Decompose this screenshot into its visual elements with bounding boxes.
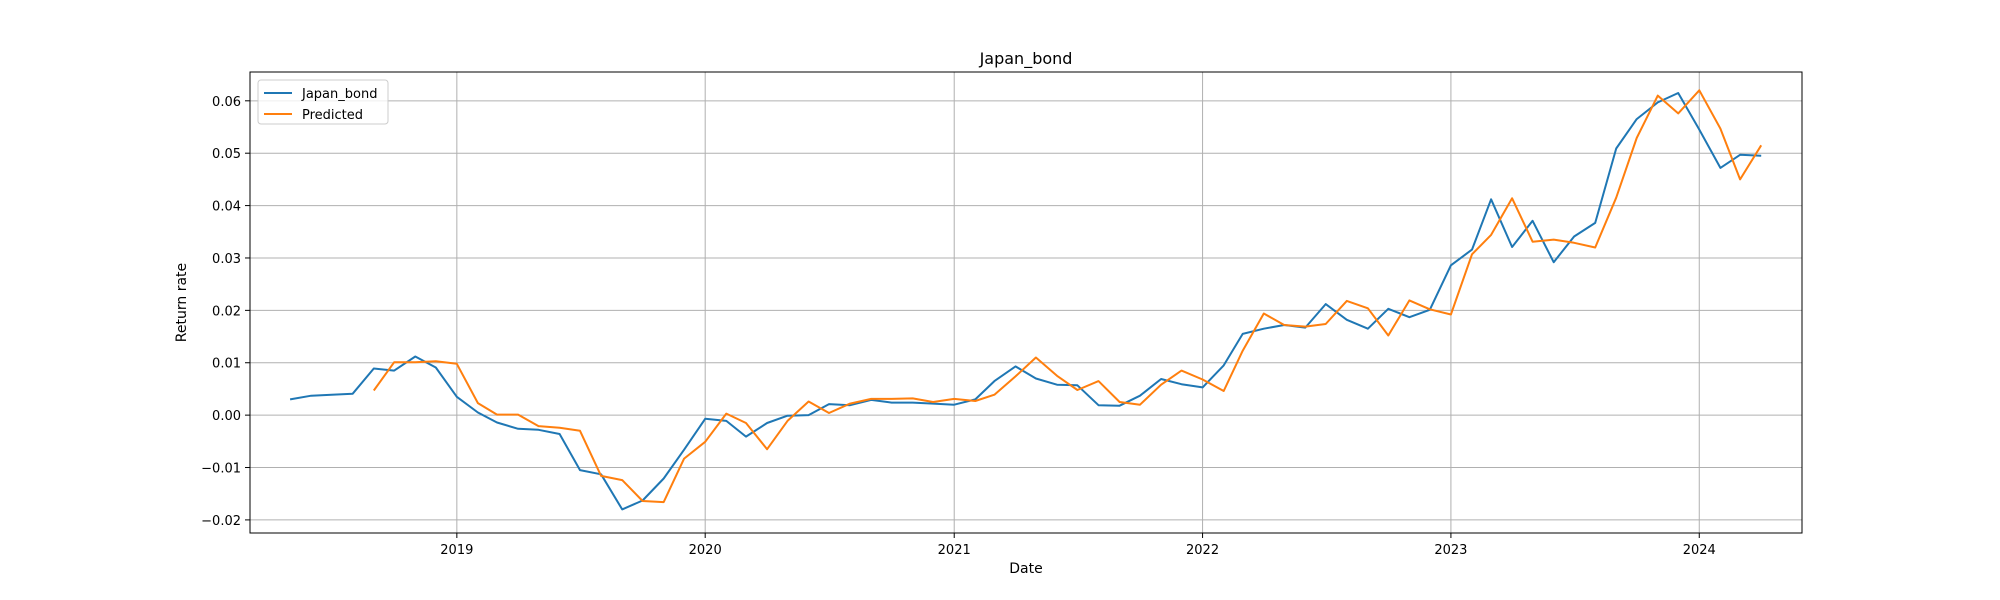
y-tick-label: 0.05 <box>212 147 241 162</box>
x-tick-label: 2021 <box>938 543 971 558</box>
legend: Japan_bond Predicted <box>257 79 389 125</box>
legend-label: Predicted <box>302 108 363 123</box>
y-tick-label: −0.01 <box>201 462 241 477</box>
y-axis-label: Return rate <box>174 263 190 342</box>
legend-label: Japan_bond <box>301 87 377 102</box>
chart-title: Japan_bond <box>979 49 1073 69</box>
axes-frame <box>249 71 1803 534</box>
series-line-predicted <box>372 89 1763 504</box>
y-axis: −0.02 −0.01 0.00 0.01 0.02 0.03 0.04 0.05 0.06 <box>201 95 250 529</box>
x-tick-label: 2020 <box>689 543 722 558</box>
y-tick-label: 0.02 <box>212 304 241 319</box>
y-tick-label: 0.01 <box>212 357 241 372</box>
y-tick-label: 0.06 <box>212 95 241 110</box>
x-tick-label: 2024 <box>1683 543 1716 558</box>
y-tick-label: 0.04 <box>212 200 241 215</box>
y-tick-label: 0.00 <box>212 409 241 424</box>
y-tick-label: 0.03 <box>212 252 241 267</box>
y-tick-label: −0.02 <box>201 514 241 529</box>
series-line-japan-bond <box>289 92 1762 511</box>
x-tick-label: 2023 <box>1434 543 1467 558</box>
x-axis-label: Date <box>1009 561 1042 577</box>
x-axis: 2019 2020 2021 2022 2023 2024 <box>440 533 1716 558</box>
x-tick-label: 2019 <box>440 543 473 558</box>
series-layer <box>289 89 1763 511</box>
x-tick-label: 2022 <box>1186 543 1219 558</box>
